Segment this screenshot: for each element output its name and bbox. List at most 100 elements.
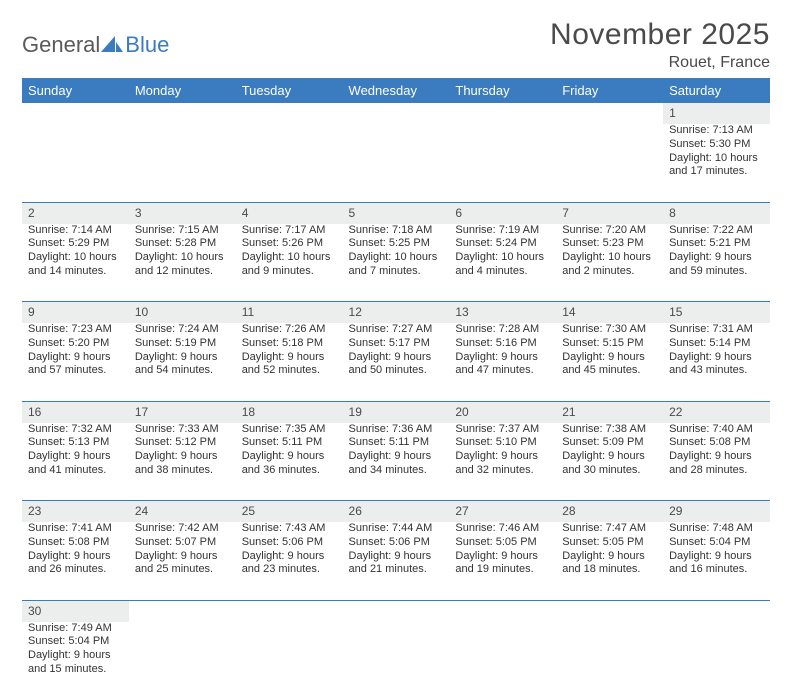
day-number: 20 bbox=[449, 401, 556, 423]
day-cell: Sunrise: 7:30 AMSunset: 5:15 PMDaylight:… bbox=[556, 323, 663, 401]
day-cell bbox=[556, 622, 663, 700]
sunset-text: Sunset: 5:08 PM bbox=[669, 436, 764, 450]
sunrise-text: Sunrise: 7:22 AM bbox=[669, 224, 764, 238]
weekday-header: Monday bbox=[129, 78, 236, 103]
sunset-text: Sunset: 5:18 PM bbox=[242, 337, 337, 351]
day-cell: Sunrise: 7:24 AMSunset: 5:19 PMDaylight:… bbox=[129, 323, 236, 401]
sunrise-text: Sunrise: 7:26 AM bbox=[242, 323, 337, 337]
sunrise-text: Sunrise: 7:28 AM bbox=[455, 323, 550, 337]
day-cell bbox=[449, 622, 556, 700]
location: Rouet, France bbox=[550, 54, 770, 72]
daylight-text: Daylight: 9 hours and 30 minutes. bbox=[562, 450, 657, 478]
sunset-text: Sunset: 5:07 PM bbox=[135, 536, 230, 550]
daylight-text: Daylight: 9 hours and 36 minutes. bbox=[242, 450, 337, 478]
weekday-header: Sunday bbox=[22, 78, 129, 103]
sunset-text: Sunset: 5:04 PM bbox=[669, 536, 764, 550]
data-row: Sunrise: 7:13 AMSunset: 5:30 PMDaylight:… bbox=[22, 124, 770, 202]
sunset-text: Sunset: 5:06 PM bbox=[242, 536, 337, 550]
day-cell bbox=[449, 124, 556, 202]
day-cell: Sunrise: 7:13 AMSunset: 5:30 PMDaylight:… bbox=[663, 124, 770, 202]
sunset-text: Sunset: 5:04 PM bbox=[28, 635, 123, 649]
page: General Blue November 2025 Rouet, France… bbox=[0, 0, 792, 612]
daynum-row: 30 bbox=[22, 600, 770, 622]
day-cell bbox=[663, 622, 770, 700]
sunrise-text: Sunrise: 7:40 AM bbox=[669, 423, 764, 437]
day-number: 19 bbox=[343, 401, 450, 423]
daynum-row: 9101112131415 bbox=[22, 302, 770, 324]
day-cell: Sunrise: 7:14 AMSunset: 5:29 PMDaylight:… bbox=[22, 224, 129, 302]
day-number: 6 bbox=[449, 202, 556, 224]
daylight-text: Daylight: 9 hours and 32 minutes. bbox=[455, 450, 550, 478]
daylight-text: Daylight: 9 hours and 15 minutes. bbox=[28, 649, 123, 677]
day-number bbox=[343, 600, 450, 622]
sunset-text: Sunset: 5:20 PM bbox=[28, 337, 123, 351]
weekday-header: Friday bbox=[556, 78, 663, 103]
sunrise-text: Sunrise: 7:35 AM bbox=[242, 423, 337, 437]
day-cell bbox=[236, 124, 343, 202]
day-cell: Sunrise: 7:41 AMSunset: 5:08 PMDaylight:… bbox=[22, 522, 129, 600]
sunset-text: Sunset: 5:05 PM bbox=[455, 536, 550, 550]
daylight-text: Daylight: 9 hours and 25 minutes. bbox=[135, 550, 230, 578]
sunset-text: Sunset: 5:28 PM bbox=[135, 237, 230, 251]
weekday-header: Wednesday bbox=[343, 78, 450, 103]
day-cell bbox=[343, 124, 450, 202]
day-cell: Sunrise: 7:17 AMSunset: 5:26 PMDaylight:… bbox=[236, 224, 343, 302]
daylight-text: Daylight: 9 hours and 59 minutes. bbox=[669, 251, 764, 279]
day-cell bbox=[236, 622, 343, 700]
sunrise-text: Sunrise: 7:41 AM bbox=[28, 522, 123, 536]
sunset-text: Sunset: 5:05 PM bbox=[562, 536, 657, 550]
sunrise-text: Sunrise: 7:19 AM bbox=[455, 224, 550, 238]
calendar-body: 1Sunrise: 7:13 AMSunset: 5:30 PMDaylight… bbox=[22, 103, 770, 700]
sunset-text: Sunset: 5:14 PM bbox=[669, 337, 764, 351]
day-number: 16 bbox=[22, 401, 129, 423]
daylight-text: Daylight: 9 hours and 23 minutes. bbox=[242, 550, 337, 578]
day-cell bbox=[556, 124, 663, 202]
sunrise-text: Sunrise: 7:38 AM bbox=[562, 423, 657, 437]
sunset-text: Sunset: 5:29 PM bbox=[28, 237, 123, 251]
day-number: 2 bbox=[22, 202, 129, 224]
daylight-text: Daylight: 10 hours and 17 minutes. bbox=[669, 152, 764, 180]
day-cell: Sunrise: 7:26 AMSunset: 5:18 PMDaylight:… bbox=[236, 323, 343, 401]
sunset-text: Sunset: 5:12 PM bbox=[135, 436, 230, 450]
day-cell: Sunrise: 7:31 AMSunset: 5:14 PMDaylight:… bbox=[663, 323, 770, 401]
day-cell: Sunrise: 7:32 AMSunset: 5:13 PMDaylight:… bbox=[22, 423, 129, 501]
day-cell: Sunrise: 7:36 AMSunset: 5:11 PMDaylight:… bbox=[343, 423, 450, 501]
sunset-text: Sunset: 5:08 PM bbox=[28, 536, 123, 550]
day-number: 17 bbox=[129, 401, 236, 423]
daylight-text: Daylight: 9 hours and 43 minutes. bbox=[669, 351, 764, 379]
sunrise-text: Sunrise: 7:47 AM bbox=[562, 522, 657, 536]
sunset-text: Sunset: 5:26 PM bbox=[242, 237, 337, 251]
daylight-text: Daylight: 9 hours and 52 minutes. bbox=[242, 351, 337, 379]
daylight-text: Daylight: 9 hours and 19 minutes. bbox=[455, 550, 550, 578]
sunrise-text: Sunrise: 7:17 AM bbox=[242, 224, 337, 238]
daylight-text: Daylight: 9 hours and 54 minutes. bbox=[135, 351, 230, 379]
day-cell: Sunrise: 7:49 AMSunset: 5:04 PMDaylight:… bbox=[22, 622, 129, 700]
day-number: 3 bbox=[129, 202, 236, 224]
sunset-text: Sunset: 5:21 PM bbox=[669, 237, 764, 251]
sunrise-text: Sunrise: 7:44 AM bbox=[349, 522, 444, 536]
day-number: 24 bbox=[129, 501, 236, 523]
sunrise-text: Sunrise: 7:32 AM bbox=[28, 423, 123, 437]
sail-icon bbox=[101, 36, 123, 54]
day-cell: Sunrise: 7:28 AMSunset: 5:16 PMDaylight:… bbox=[449, 323, 556, 401]
daynum-row: 23242526272829 bbox=[22, 501, 770, 523]
day-cell bbox=[343, 622, 450, 700]
day-cell bbox=[129, 124, 236, 202]
day-number: 8 bbox=[663, 202, 770, 224]
daylight-text: Daylight: 10 hours and 2 minutes. bbox=[562, 251, 657, 279]
sunrise-text: Sunrise: 7:48 AM bbox=[669, 522, 764, 536]
sunrise-text: Sunrise: 7:18 AM bbox=[349, 224, 444, 238]
sunrise-text: Sunrise: 7:36 AM bbox=[349, 423, 444, 437]
day-number: 15 bbox=[663, 302, 770, 324]
sunset-text: Sunset: 5:10 PM bbox=[455, 436, 550, 450]
daylight-text: Daylight: 9 hours and 26 minutes. bbox=[28, 550, 123, 578]
daylight-text: Daylight: 9 hours and 47 minutes. bbox=[455, 351, 550, 379]
sunrise-text: Sunrise: 7:31 AM bbox=[669, 323, 764, 337]
day-number: 27 bbox=[449, 501, 556, 523]
day-number: 28 bbox=[556, 501, 663, 523]
day-cell: Sunrise: 7:15 AMSunset: 5:28 PMDaylight:… bbox=[129, 224, 236, 302]
data-row: Sunrise: 7:14 AMSunset: 5:29 PM Daylight:… bbox=[22, 224, 770, 302]
day-number bbox=[449, 103, 556, 124]
sunrise-text: Sunrise: 7:13 AM bbox=[669, 124, 764, 138]
sunrise-text: Sunrise: 7:14 AM bbox=[28, 224, 123, 238]
